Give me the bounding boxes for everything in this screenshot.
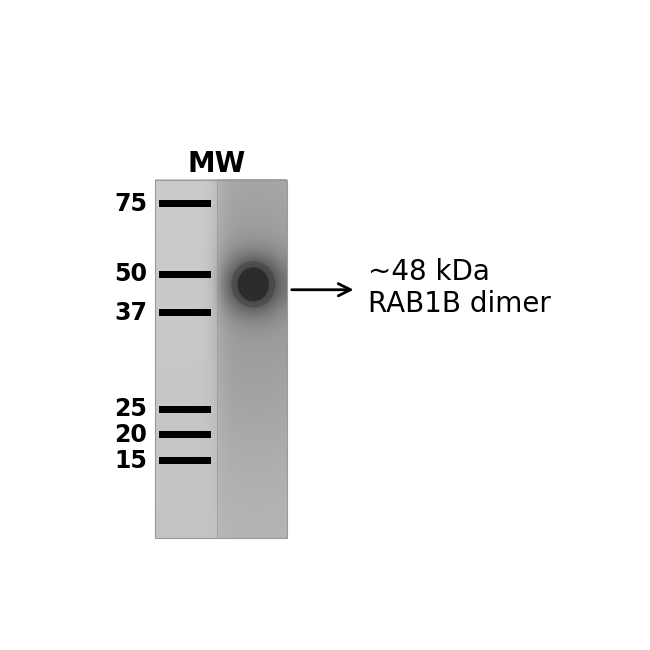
Bar (159, 271, 211, 278)
Bar (159, 200, 211, 207)
Ellipse shape (232, 262, 274, 307)
Bar (159, 406, 211, 413)
Text: ~48 kDa: ~48 kDa (368, 258, 490, 286)
Text: 50: 50 (114, 263, 147, 287)
Text: 15: 15 (114, 448, 147, 473)
Ellipse shape (239, 268, 268, 301)
Text: MW: MW (188, 150, 246, 178)
Bar (159, 309, 211, 317)
Bar (159, 431, 211, 438)
Bar (159, 457, 211, 464)
Text: RAB1B dimer: RAB1B dimer (368, 290, 551, 318)
Text: 25: 25 (114, 397, 147, 421)
Text: 20: 20 (114, 422, 147, 447)
Bar (155, 179, 287, 538)
Text: 75: 75 (114, 192, 147, 216)
Text: 37: 37 (114, 301, 147, 325)
